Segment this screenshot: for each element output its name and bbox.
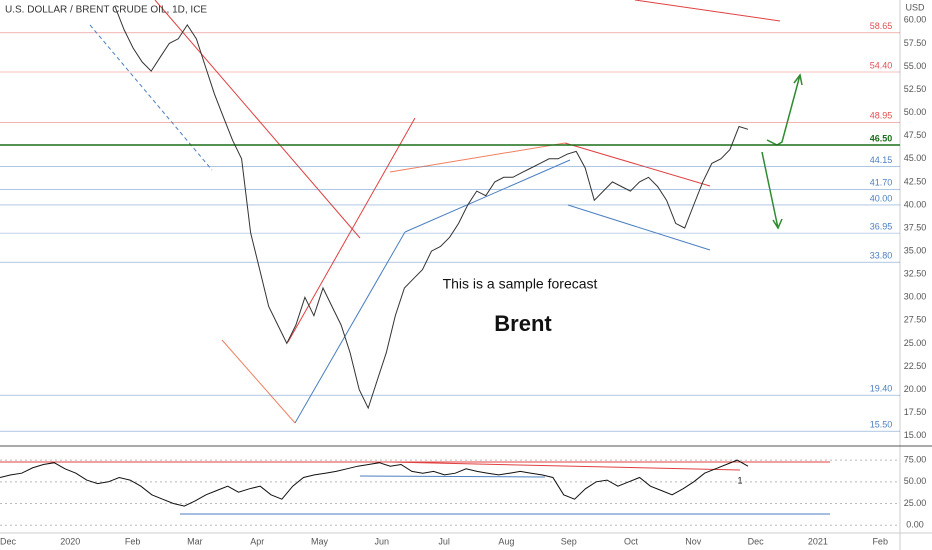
x-tick-label: Oct: [624, 536, 639, 546]
x-tick-label: Dec: [748, 536, 765, 546]
y-tick-label: 35.00: [904, 245, 927, 255]
level-label: 40.00: [870, 193, 893, 203]
trendline: [294, 231, 406, 424]
y-tick-label: 50.00: [904, 476, 927, 486]
level-label: 54.40: [870, 60, 893, 70]
level-label-bg: [866, 178, 896, 189]
annotation: This is a sample forecast: [443, 276, 598, 292]
y-tick-label: 27.50: [904, 315, 927, 325]
y-tick-label: 20.00: [904, 384, 927, 394]
y-tick-label: 25.00: [904, 338, 927, 348]
level-label-bg: [866, 251, 896, 262]
currency-label: USD: [905, 2, 925, 12]
trendline: [389, 142, 566, 173]
y-tick-label: 15.00: [904, 430, 927, 440]
arrow-head: [772, 218, 783, 230]
x-tick-label: Feb: [125, 536, 141, 546]
level-label: 46.50: [870, 133, 893, 143]
x-tick-label: Jun: [375, 536, 390, 546]
level-label-bg: [866, 193, 896, 204]
y-tick-label: 37.50: [904, 222, 927, 232]
x-tick-label: Apr: [250, 536, 264, 546]
level-label: 41.70: [870, 178, 893, 188]
x-tick-label: 2020: [60, 536, 80, 546]
x-tick-label: Jul: [438, 536, 450, 546]
y-tick-label: 47.50: [904, 130, 927, 140]
level-label: 15.50: [870, 420, 893, 430]
marker-label: 1: [737, 475, 742, 485]
trendline: [154, 0, 361, 239]
y-tick-label: 42.50: [904, 176, 927, 186]
level-label-bg: [866, 61, 896, 72]
forecast-arrow: [761, 151, 779, 229]
level-label: 19.40: [870, 384, 893, 394]
x-tick-label: Nov: [685, 536, 702, 546]
trendline: [634, 0, 781, 22]
x-tick-label: Dec: [0, 536, 16, 546]
price-line: [0, 459, 749, 507]
level-label-bg: [866, 384, 896, 395]
trendline: [89, 24, 213, 171]
level-label: 58.65: [870, 21, 893, 31]
level-label-bg: [866, 420, 896, 431]
y-tick-label: 0.00: [906, 520, 924, 530]
price-line: [114, 6, 749, 410]
trendline: [287, 117, 416, 343]
y-tick-label: 60.00: [904, 15, 927, 25]
level-label-bg: [866, 133, 896, 144]
y-tick-label: 45.00: [904, 153, 927, 163]
chart-title: U.S. DOLLAR / BRENT CRUDE OIL, 1D, ICE: [5, 5, 207, 16]
y-tick-label: 52.50: [904, 84, 927, 94]
rsi-line: [389, 461, 741, 471]
level-label-bg: [866, 222, 896, 233]
level-label: 48.95: [870, 111, 893, 121]
level-label-bg: [866, 111, 896, 122]
y-tick-label: 50.00: [904, 107, 927, 117]
level-label-bg: [866, 155, 896, 166]
x-tick-label: Sep: [561, 536, 577, 546]
x-tick-label: 2021: [808, 536, 828, 546]
annotation: Brent: [494, 311, 552, 336]
y-tick-label: 22.50: [904, 361, 927, 371]
level-label-bg: [866, 21, 896, 32]
x-tick-label: Feb: [872, 536, 888, 546]
y-tick-label: 17.50: [904, 407, 927, 417]
y-tick-label: 55.00: [904, 61, 927, 71]
y-tick-label: 40.00: [904, 199, 927, 209]
trendline: [221, 339, 296, 424]
trendline: [567, 204, 711, 251]
y-tick-label: 75.00: [904, 455, 927, 465]
y-tick-label: 57.50: [904, 38, 927, 48]
y-tick-label: 30.00: [904, 292, 927, 302]
y-tick-label: 25.00: [904, 498, 927, 508]
trendline: [404, 159, 571, 233]
x-tick-label: Aug: [498, 536, 514, 546]
level-label: 33.80: [870, 251, 893, 261]
level-label: 44.15: [870, 155, 893, 165]
y-tick-label: 32.50: [904, 269, 927, 279]
forecast-arrow: [766, 74, 801, 146]
rsi-line: [359, 475, 546, 478]
arrow-head: [793, 73, 803, 86]
drawings: [0, 0, 830, 515]
trendline: [564, 142, 711, 187]
x-tick-label: Mar: [187, 536, 203, 546]
level-label: 36.95: [870, 221, 893, 231]
x-tick-label: May: [311, 536, 329, 546]
